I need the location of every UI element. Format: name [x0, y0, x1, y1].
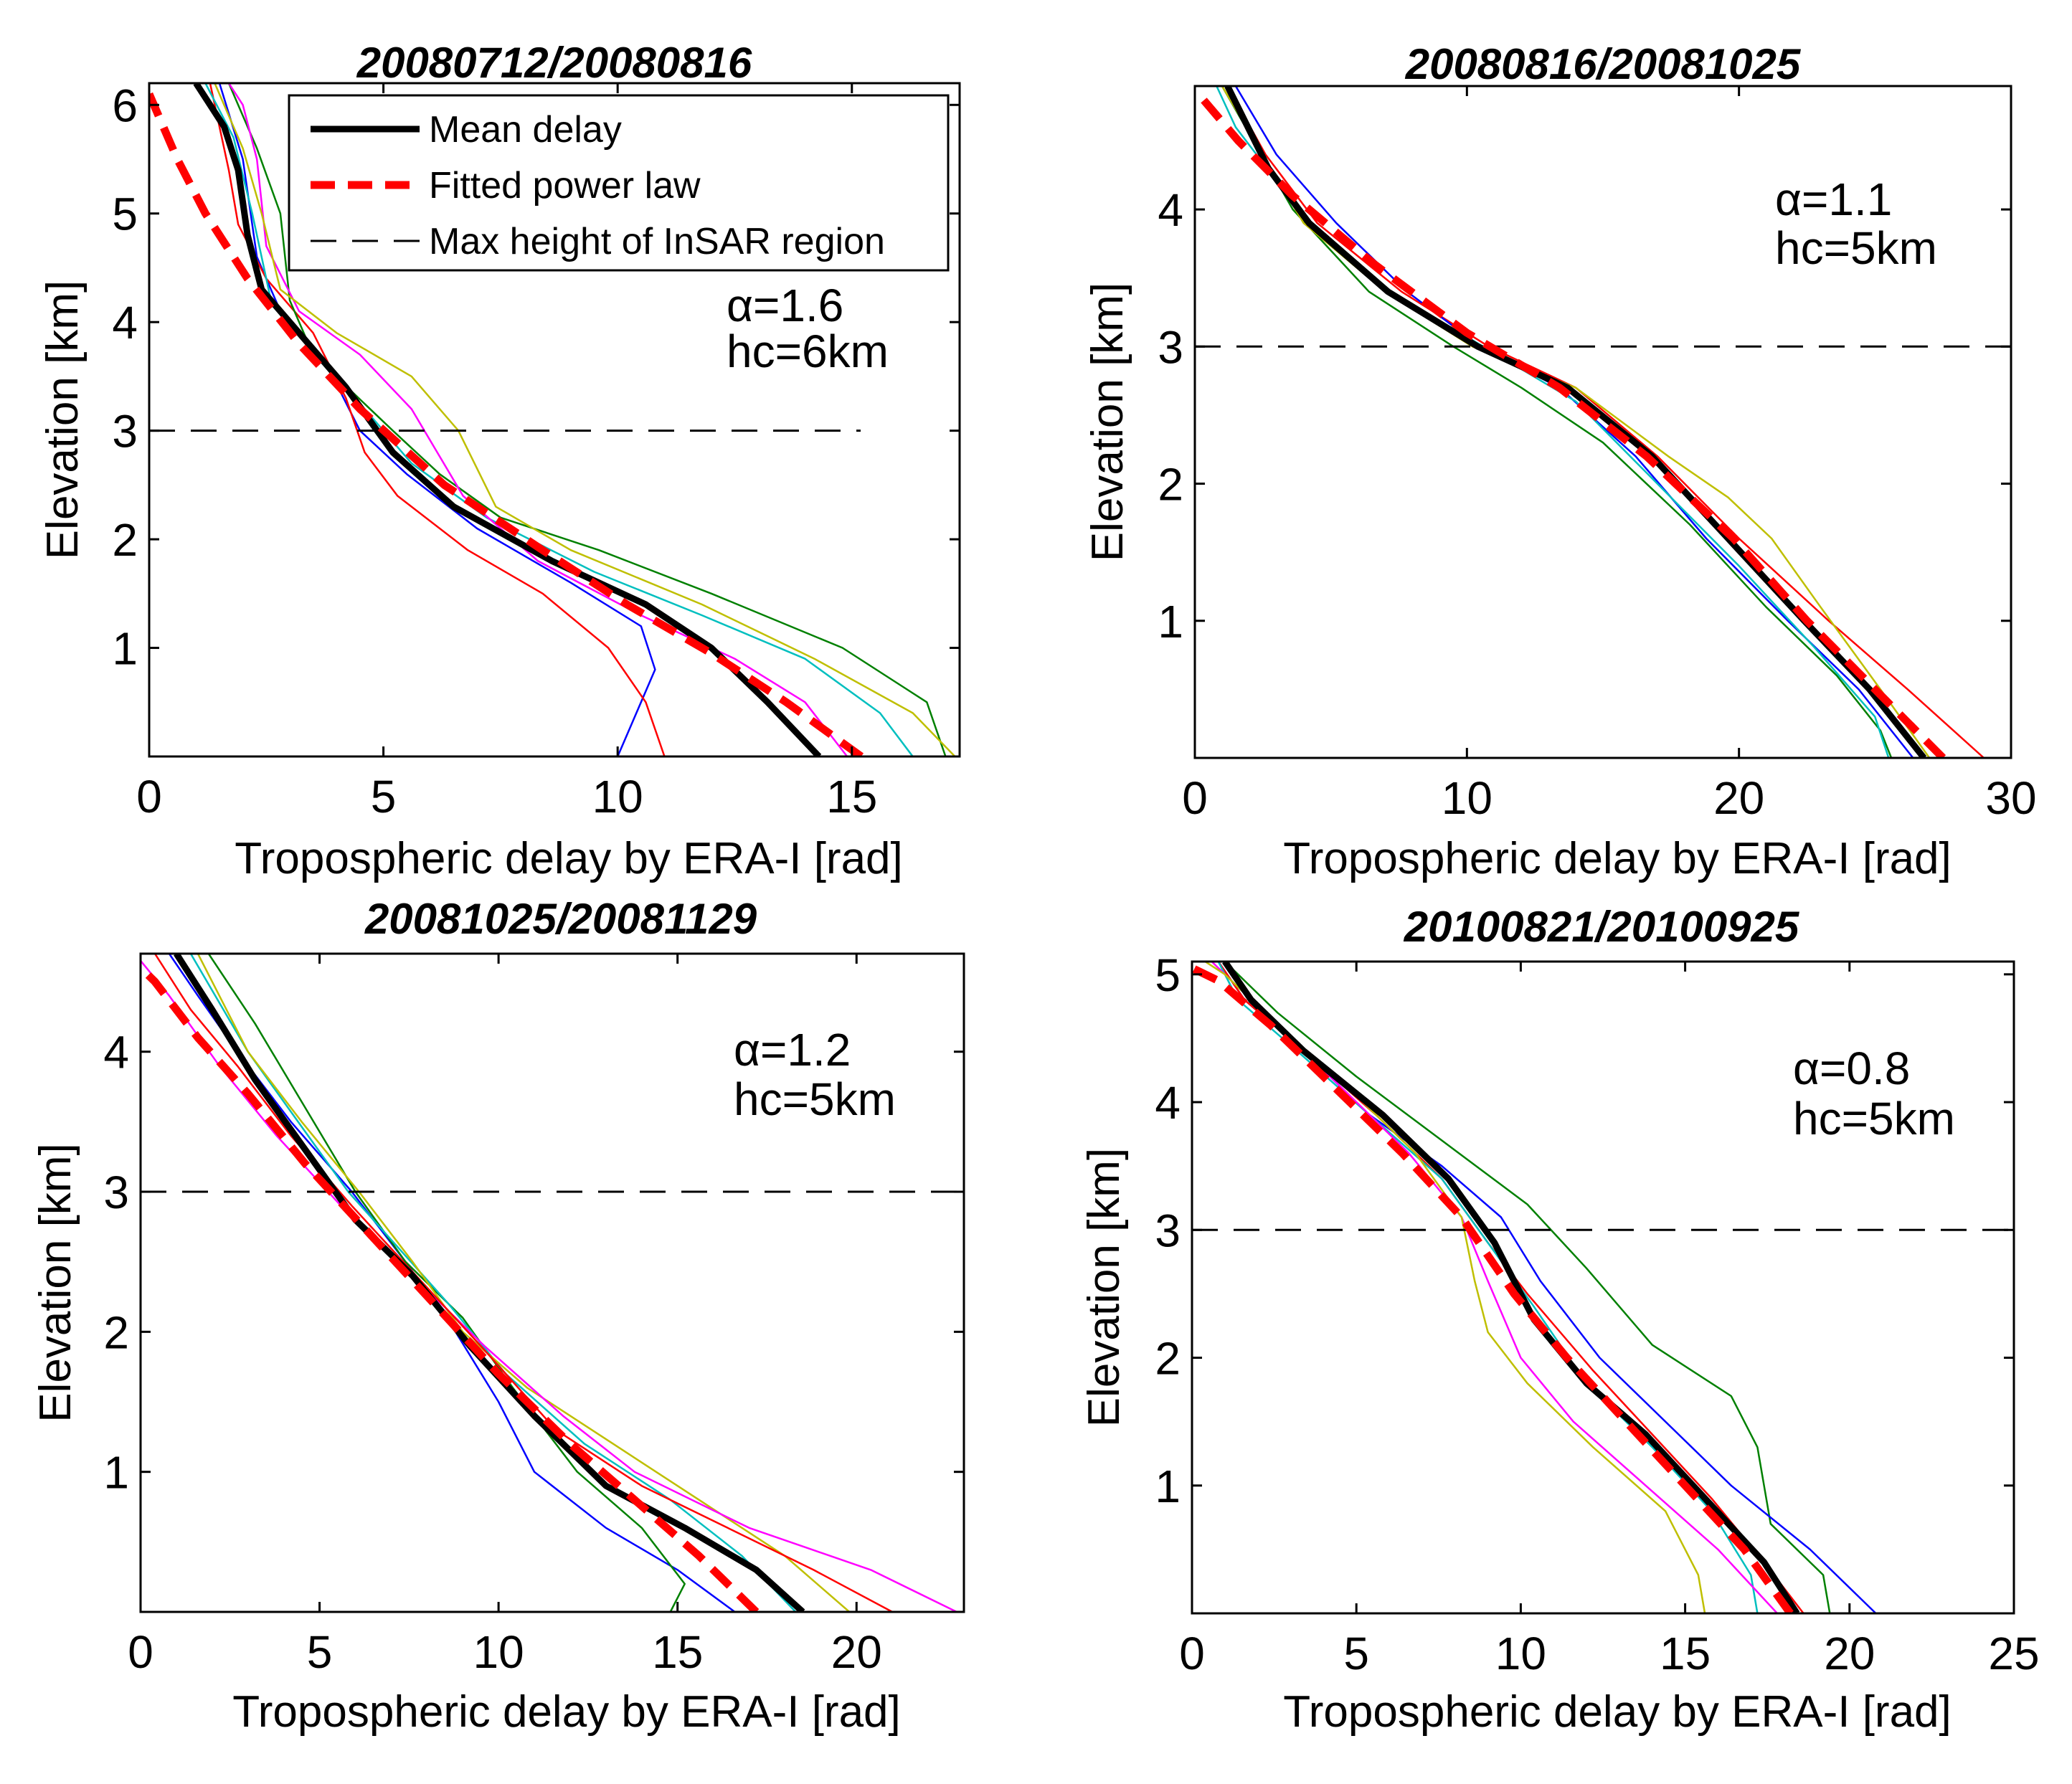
- series-line-cyan: [189, 954, 797, 1612]
- axes-frame: [139, 952, 965, 1613]
- hc-annotation: hc=5km: [1775, 222, 1937, 274]
- x-axis-label: Tropospheric delay by ERA-I [rad]: [232, 1687, 901, 1737]
- x-tick-label: 0: [1179, 1628, 1205, 1679]
- y-tick-label: 1: [1158, 596, 1183, 647]
- x-tick-label: 10: [1442, 772, 1492, 824]
- series-line-green: [207, 954, 686, 1612]
- x-tick-label: 15: [826, 771, 877, 822]
- series-line-fitted-power-law: [1192, 964, 1794, 1613]
- series-line-fitted-power-law: [141, 964, 760, 1612]
- y-axis-label: Elevation [km]: [31, 1143, 80, 1422]
- y-tick-label: 5: [112, 189, 138, 240]
- chart-title: 20081025/20081129: [364, 895, 757, 943]
- series-line-fitted-power-law: [149, 92, 864, 756]
- x-tick-label: 10: [473, 1626, 524, 1678]
- x-tick-label: 5: [371, 771, 397, 822]
- x-tick-label: 0: [128, 1626, 153, 1678]
- x-tick-label: 30: [1985, 772, 2036, 824]
- x-tick-label: 0: [136, 771, 162, 822]
- y-tick-label: 3: [1155, 1205, 1181, 1256]
- series-line-green: [1221, 86, 1893, 758]
- x-tick-label: 15: [1660, 1628, 1711, 1679]
- x-tick-label: 10: [592, 771, 643, 822]
- x-tick-label: 0: [1182, 772, 1208, 824]
- x-tick-label: 15: [652, 1626, 703, 1678]
- y-tick-label: 3: [103, 1167, 129, 1218]
- x-tick-label: 10: [1495, 1628, 1546, 1679]
- y-tick-label: 4: [112, 297, 138, 348]
- y-tick-label: 4: [1155, 1077, 1181, 1129]
- legend: Mean delay Fitted power law Max height of …: [288, 94, 950, 272]
- x-axis-label: Tropospheric delay by ERA-I [rad]: [1283, 1687, 1952, 1737]
- x-axis-label: Tropospheric delay by ERA-I [rad]: [1283, 834, 1952, 883]
- y-tick-label: 3: [1158, 321, 1183, 373]
- plot-area: [1192, 962, 2014, 1613]
- hc-annotation: hc=5km: [1793, 1093, 1955, 1144]
- x-axis-label: Tropospheric delay by ERA-I [rad]: [235, 834, 903, 883]
- series-line-blue: [218, 83, 656, 756]
- y-tick-label: 4: [1158, 184, 1183, 236]
- series-line-cyan: [1217, 962, 1759, 1613]
- x-tick-label: 5: [307, 1626, 333, 1678]
- plot-area: [141, 954, 964, 1612]
- alpha-annotation: α=1.6: [727, 280, 843, 331]
- y-axis-label: Elevation [km]: [1079, 1148, 1129, 1427]
- series-line-green: [227, 83, 947, 756]
- y-tick-label: 2: [103, 1306, 129, 1358]
- x-tick-label: 5: [1343, 1628, 1369, 1679]
- series-line-mean-delay: [1222, 962, 1800, 1613]
- y-tick-label: 2: [1155, 1333, 1181, 1385]
- y-tick-label: 1: [103, 1447, 129, 1499]
- y-tick-label: 3: [112, 406, 138, 457]
- y-tick-label: 5: [1155, 949, 1181, 1001]
- y-tick-label: 4: [103, 1027, 129, 1078]
- axes-frame: [148, 82, 961, 758]
- legend-label-mean: Mean delay: [429, 109, 622, 151]
- plot-area: [149, 83, 956, 756]
- plot-area: [1195, 86, 2011, 758]
- legend-label-fit: Fitted power law: [429, 165, 701, 207]
- y-axis-label: Elevation [km]: [38, 280, 87, 559]
- chart-title: 20080712/20080816: [356, 39, 752, 87]
- hc-annotation: hc=5km: [734, 1073, 896, 1125]
- series-line-red: [209, 83, 666, 756]
- series-line-fitted-power-law: [1195, 90, 1946, 758]
- axes-frame: [1193, 85, 2012, 759]
- y-tick-label: 1: [1155, 1461, 1181, 1512]
- x-tick-label: 20: [831, 1626, 882, 1678]
- hc-annotation: hc=6km: [727, 326, 889, 377]
- y-tick-label: 1: [112, 623, 138, 675]
- series-line-magenta: [227, 83, 848, 756]
- series-line-olive: [1204, 962, 1706, 1613]
- x-tick-label: 25: [1988, 1628, 2039, 1679]
- alpha-annotation: α=0.8: [1793, 1043, 1910, 1094]
- series-line-olive: [197, 954, 851, 1612]
- axes-frame: [1191, 960, 2015, 1615]
- chart-title: 20080816/20081025: [1405, 40, 1802, 88]
- legend-label-maxh: Max height of InSAR region: [429, 221, 885, 262]
- chart-panel-3: 20081025/20081129 0 5 10 15 20 1 2 3 4 Tropospheri…: [31, 895, 965, 1737]
- y-tick-label: 6: [112, 80, 138, 131]
- series-line-mean-delay: [174, 954, 805, 1612]
- series-line-cyan: [204, 83, 914, 756]
- chart-panel-4: 20100821/20100925 0 5 10 15 20 25 1 2 3 4 5 Troposph…: [1079, 903, 2040, 1737]
- y-tick-label: 2: [112, 514, 138, 566]
- series-line-red: [153, 954, 893, 1612]
- chart-title: 20100821/20100925: [1404, 903, 1800, 951]
- series-line-green: [1224, 962, 1831, 1613]
- series-line-magenta: [1211, 962, 1778, 1613]
- chart-panel-1: 20080712/20080816 0 5 10 15 1 2 3 4 5 6 Tropospheri…: [38, 39, 961, 883]
- series-line-blue: [168, 954, 736, 1612]
- chart-panel-2: 20080816/20081025 0 10 20 30 1 2 3 4 Tropospheric…: [1083, 40, 2037, 883]
- x-tick-label: 20: [1713, 772, 1764, 824]
- y-axis-label: Elevation [km]: [1083, 283, 1132, 561]
- y-tick-label: 2: [1158, 459, 1183, 511]
- x-tick-label: 20: [1824, 1628, 1875, 1679]
- alpha-annotation: α=1.1: [1775, 174, 1892, 225]
- alpha-annotation: α=1.2: [734, 1024, 851, 1076]
